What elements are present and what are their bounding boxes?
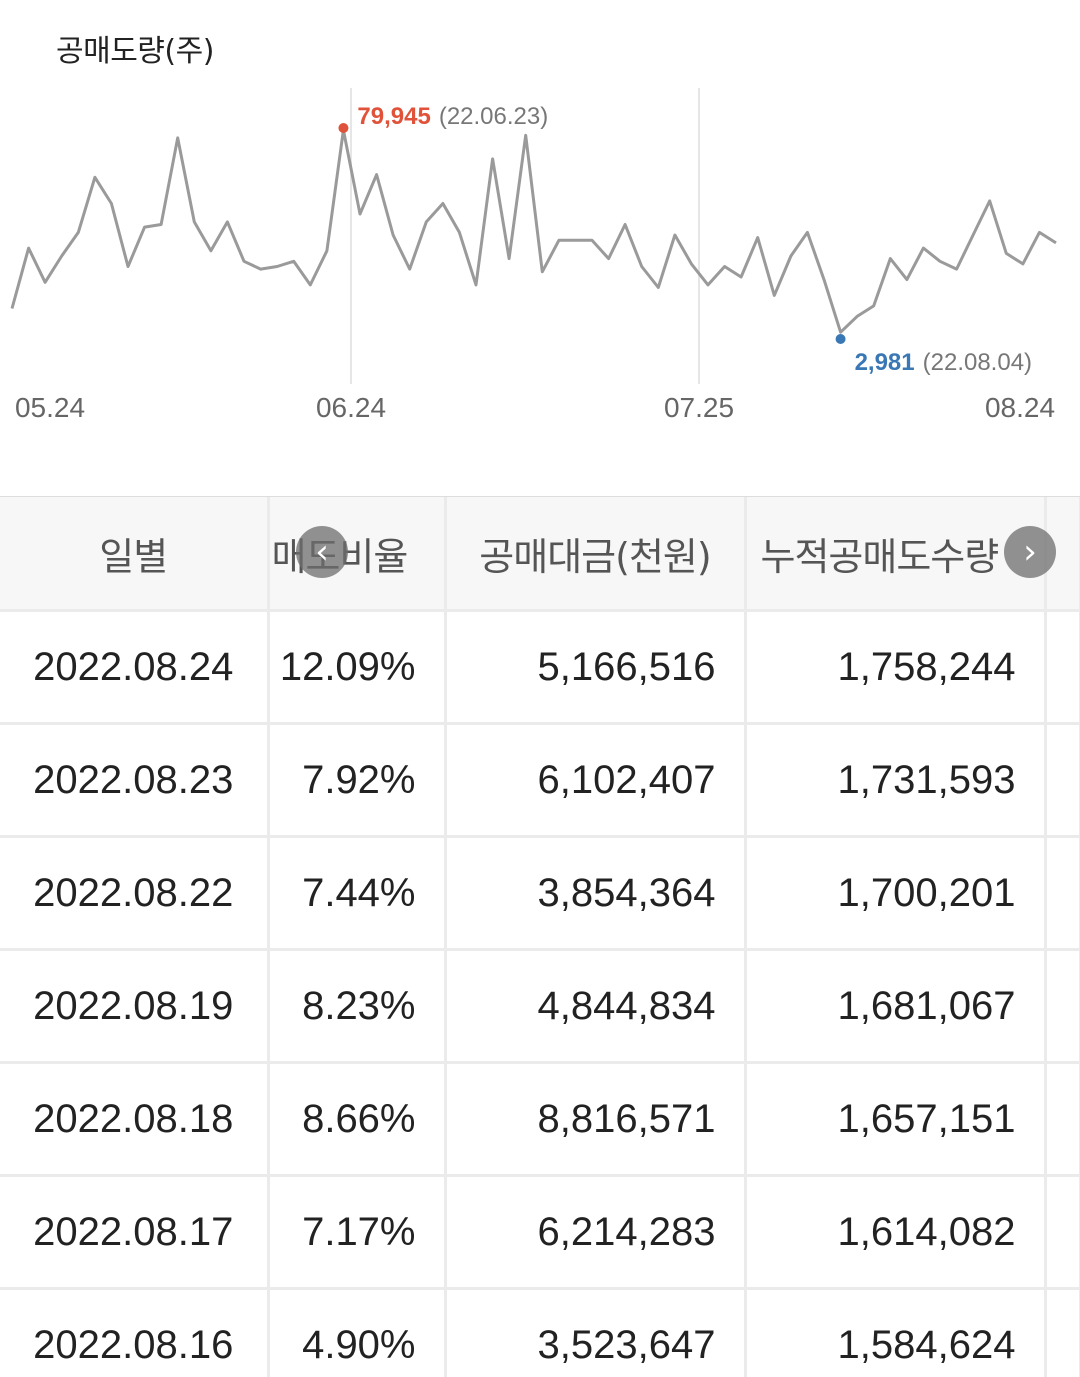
table-header-row: 일별 매도비율 공매대금(천원) 누적공매도수량: [0, 497, 1080, 611]
cell-date: 2022.08.19: [0, 950, 268, 1063]
cell-overflow: [1045, 950, 1080, 1063]
cell-sell-ratio: 8.23%: [268, 950, 445, 1063]
cell-date: 2022.08.18: [0, 1063, 268, 1176]
cell-date: 2022.08.23: [0, 724, 268, 837]
cell-overflow: [1045, 837, 1080, 950]
max-annotation-value: 79,945: [357, 103, 430, 130]
min-annotation-value: 2,981: [855, 349, 915, 376]
x-tick-label: 06.24: [316, 392, 386, 423]
max-annotation-date: (22.06.23): [439, 103, 548, 130]
header-short-amount[interactable]: 공매대금(천원): [445, 497, 745, 611]
cell-short-amount: 8,816,571: [445, 1063, 745, 1176]
min-annotation-date: (22.08.04): [923, 349, 1032, 376]
cell-date: 2022.08.16: [0, 1289, 268, 1377]
cell-overflow: [1045, 611, 1080, 724]
header-cumulative-short[interactable]: 누적공매도수량: [745, 497, 1045, 611]
short-selling-table-container[interactable]: 일별 매도비율 공매대금(천원) 누적공매도수량 2022.08.2412.09…: [0, 496, 1080, 1377]
header-date[interactable]: 일별: [0, 497, 268, 611]
cell-date: 2022.08.17: [0, 1176, 268, 1289]
x-tick-label: 07.25: [664, 392, 734, 423]
cell-cumulative-short: 1,681,067: [745, 950, 1045, 1063]
cell-sell-ratio: 8.66%: [268, 1063, 445, 1176]
cell-overflow: [1045, 1176, 1080, 1289]
cell-cumulative-short: 1,584,624: [745, 1289, 1045, 1377]
cell-cumulative-short: 1,758,244: [745, 611, 1045, 724]
cell-short-amount: 6,102,407: [445, 724, 745, 837]
max-annotation: 79,945 (22.06.23): [357, 103, 548, 130]
cell-short-amount: 4,844,834: [445, 950, 745, 1063]
cell-sell-ratio: 7.17%: [268, 1176, 445, 1289]
short-selling-table: 일별 매도비율 공매대금(천원) 누적공매도수량 2022.08.2412.09…: [0, 497, 1080, 1377]
cell-cumulative-short: 1,614,082: [745, 1176, 1045, 1289]
cell-short-amount: 3,854,364: [445, 837, 745, 950]
cell-cumulative-short: 1,700,201: [745, 837, 1045, 950]
cell-date: 2022.08.22: [0, 837, 268, 950]
cell-sell-ratio: 4.90%: [268, 1289, 445, 1377]
cell-sell-ratio: 7.92%: [268, 724, 445, 837]
cell-overflow: [1045, 724, 1080, 837]
chevron-right-icon: ›: [1023, 535, 1037, 569]
cell-cumulative-short: 1,657,151: [745, 1063, 1045, 1176]
header-sell-ratio[interactable]: 매도비율: [268, 497, 445, 611]
cell-sell-ratio: 12.09%: [268, 611, 445, 724]
max-point-marker: [338, 123, 348, 133]
cell-overflow: [1045, 1063, 1080, 1176]
chevron-left-icon: ‹: [315, 535, 329, 569]
cell-cumulative-short: 1,731,593: [745, 724, 1045, 837]
scroll-right-button[interactable]: ›: [1004, 526, 1056, 578]
x-tick-label: 08.24: [985, 392, 1055, 423]
min-point-marker: [836, 334, 846, 344]
chart-plot: 05.24 06.24 07.25 08.24 79,945 (22.06.23) 2,98…: [0, 0, 1080, 496]
cell-short-amount: 5,166,516: [445, 611, 745, 724]
cell-short-amount: 3,523,647: [445, 1289, 745, 1377]
cell-sell-ratio: 7.44%: [268, 837, 445, 950]
scroll-left-button[interactable]: ‹: [296, 526, 348, 578]
cell-date: 2022.08.24: [0, 611, 268, 724]
x-tick-label: 05.24: [15, 392, 85, 423]
cell-short-amount: 6,214,283: [445, 1176, 745, 1289]
cell-overflow: [1045, 1289, 1080, 1377]
min-annotation: 2,981 (22.08.04): [855, 349, 1032, 376]
series-line: [12, 130, 1056, 332]
